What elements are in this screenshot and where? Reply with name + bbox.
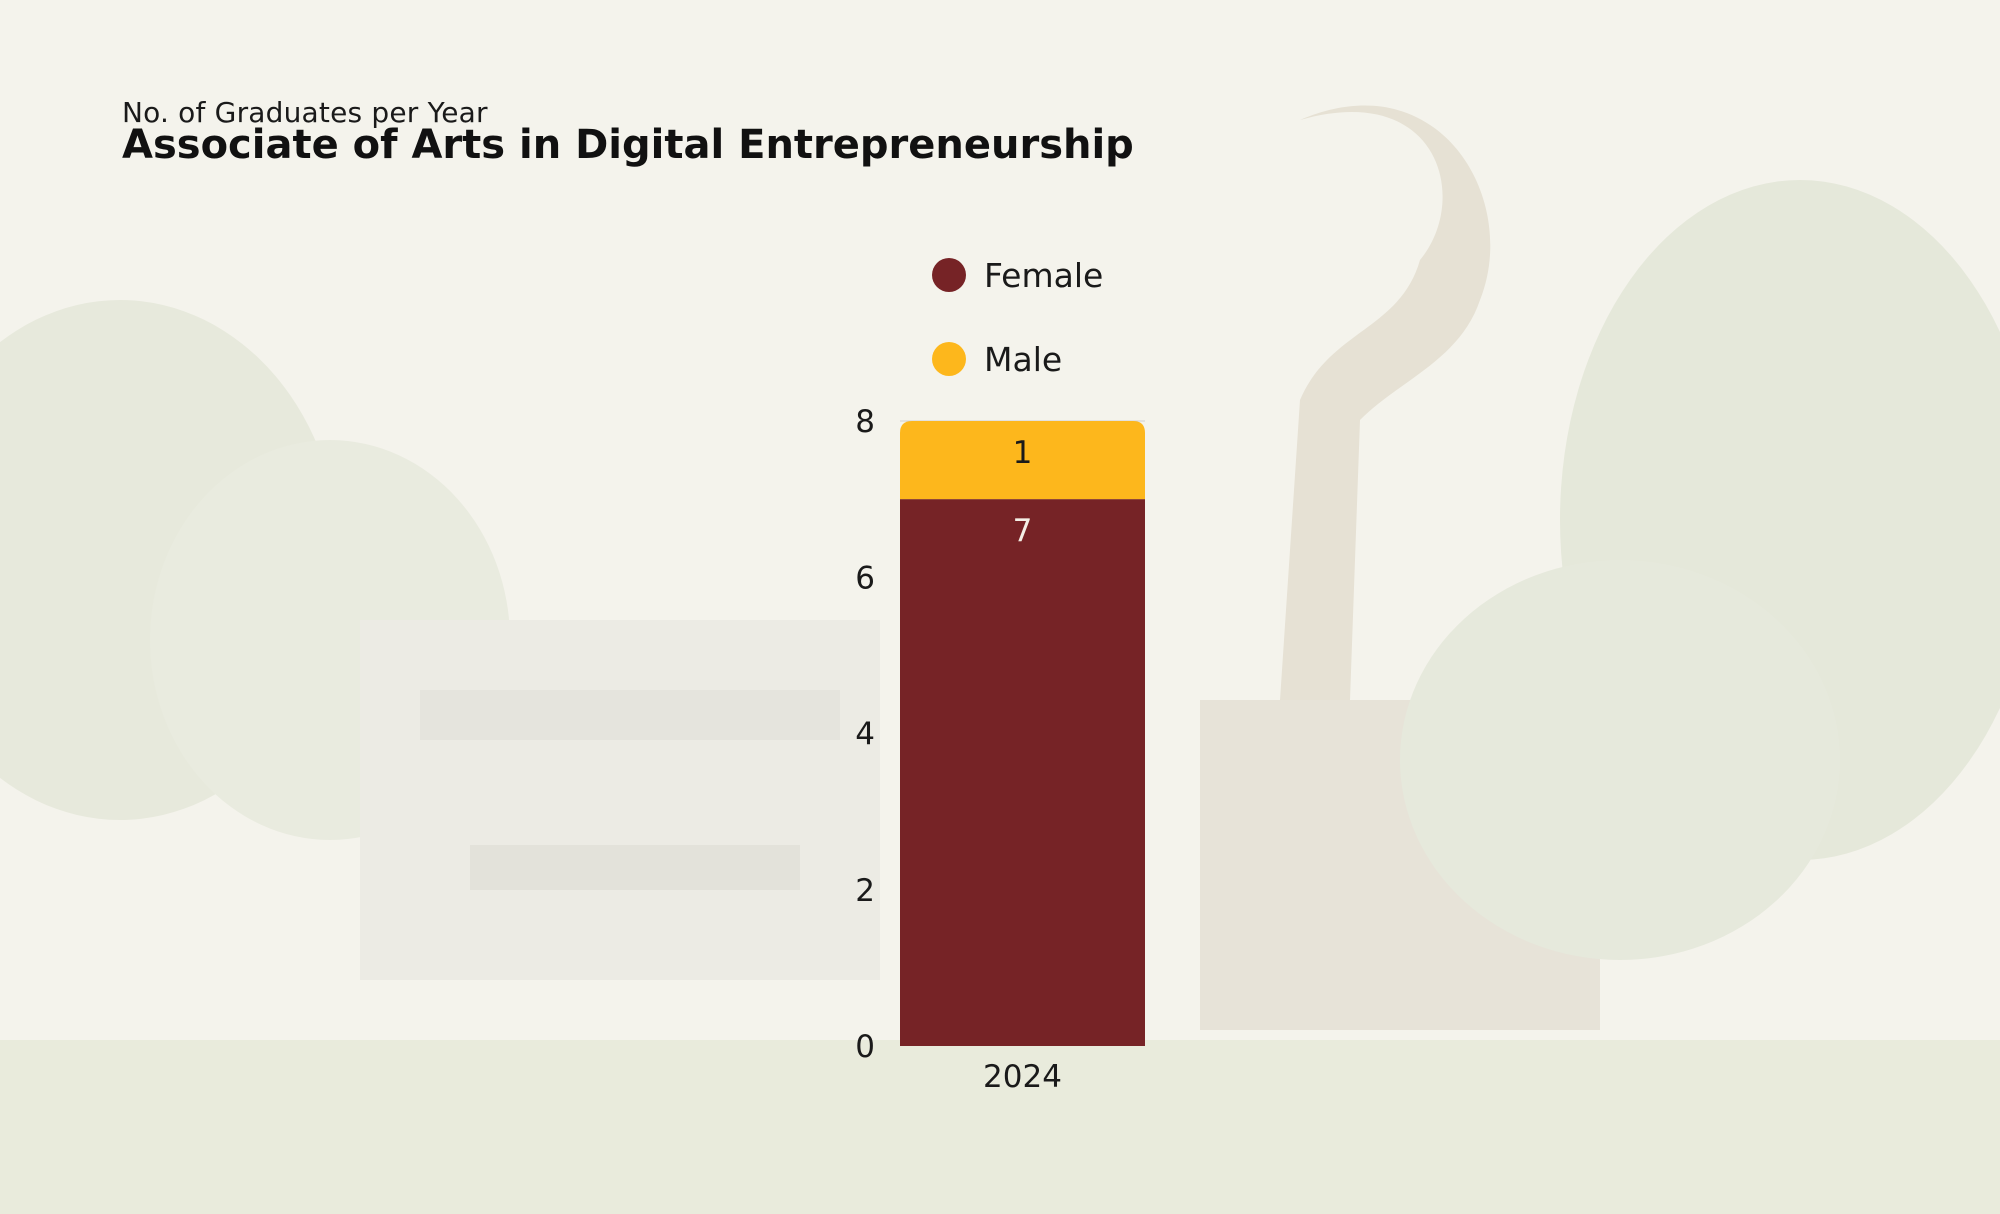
x-tick-label-2024: 2024: [983, 1059, 1062, 1095]
chart-title: Associate of Arts in Digital Entrepreneu…: [122, 122, 1134, 168]
y-tick-label-4: 4: [855, 717, 875, 753]
chart-subtitle: No. of Graduates per Year: [122, 96, 488, 129]
legend: Female Male: [932, 255, 1103, 423]
y-tick-label-6: 6: [855, 560, 875, 596]
legend-item-male: Male: [932, 339, 1103, 379]
legend-swatch-male: [932, 342, 966, 376]
y-tick-label-8: 8: [855, 404, 875, 440]
data-label-female-2024: 7: [1013, 513, 1033, 549]
bar-segment-male-2024: [900, 421, 1145, 500]
legend-label-female: Female: [984, 255, 1104, 295]
y-tick-label-0: 0: [855, 1029, 875, 1065]
legend-label-male: Male: [984, 339, 1063, 379]
bar-segment-female-2024: [900, 499, 1145, 1046]
data-label-male-2024: 1: [1013, 435, 1033, 471]
legend-swatch-female: [932, 258, 966, 292]
y-tick-label-2: 2: [855, 873, 875, 909]
legend-item-female: Female: [932, 255, 1103, 295]
